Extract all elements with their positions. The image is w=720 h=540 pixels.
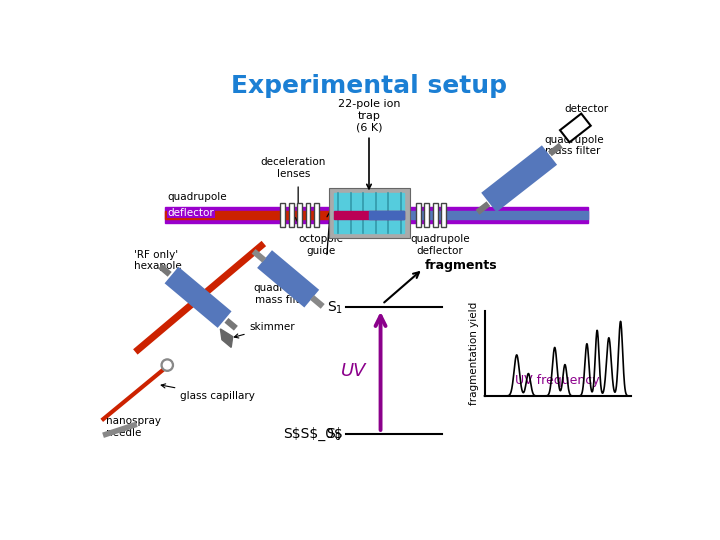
Polygon shape — [220, 329, 233, 347]
Bar — [329, 188, 410, 238]
Bar — [334, 211, 405, 219]
Bar — [425, 202, 429, 227]
Text: detector: detector — [564, 104, 608, 114]
Text: quadrupole
deflector: quadrupole deflector — [410, 234, 469, 256]
Text: nanospray
needle: nanospray needle — [106, 416, 161, 437]
Bar — [281, 202, 285, 227]
Text: 'RF only'
hexapole: 'RF only' hexapole — [134, 249, 182, 271]
Polygon shape — [165, 267, 232, 328]
Polygon shape — [257, 250, 319, 307]
Text: quadrupole
mass filter: quadrupole mass filter — [253, 284, 312, 305]
Text: UV frequency: UV frequency — [516, 374, 600, 387]
Bar — [306, 202, 310, 227]
Polygon shape — [560, 113, 590, 143]
Bar — [315, 202, 319, 227]
Text: S$_0$: S$_0$ — [326, 426, 343, 443]
Circle shape — [161, 359, 174, 372]
Polygon shape — [158, 264, 171, 276]
Bar — [165, 211, 330, 219]
Text: deceleration
lenses: deceleration lenses — [261, 157, 326, 179]
Text: deflector: deflector — [167, 208, 214, 218]
Text: octopole
guide: octopole guide — [299, 234, 343, 256]
Polygon shape — [251, 249, 266, 262]
Bar — [369, 211, 404, 219]
Bar — [441, 202, 446, 227]
Polygon shape — [310, 295, 325, 309]
Text: glass capillary: glass capillary — [161, 384, 255, 401]
Text: quadrupole
mass filter: quadrupole mass filter — [544, 135, 604, 157]
Bar — [334, 193, 405, 233]
Text: fragments: fragments — [426, 259, 498, 272]
Bar — [433, 202, 438, 227]
Polygon shape — [548, 143, 563, 156]
Bar — [416, 202, 420, 227]
Circle shape — [163, 361, 171, 369]
Text: Experimental setup: Experimental setup — [231, 75, 507, 98]
Bar — [297, 202, 302, 227]
Bar — [289, 202, 294, 227]
Bar — [411, 211, 588, 219]
Polygon shape — [225, 318, 238, 330]
Text: UV: UV — [341, 362, 366, 380]
Text: 22-pole ion
trap
(6 K): 22-pole ion trap (6 K) — [338, 99, 400, 189]
Polygon shape — [476, 201, 490, 215]
Text: S$S$_0$: S$S$_0$ — [283, 427, 343, 442]
Text: fragmentation yield: fragmentation yield — [469, 302, 479, 405]
Text: S$_1$: S$_1$ — [327, 299, 343, 315]
Bar — [165, 207, 588, 222]
Text: skimmer: skimmer — [234, 322, 295, 338]
Text: quadrupole: quadrupole — [167, 192, 227, 202]
Polygon shape — [481, 145, 557, 212]
